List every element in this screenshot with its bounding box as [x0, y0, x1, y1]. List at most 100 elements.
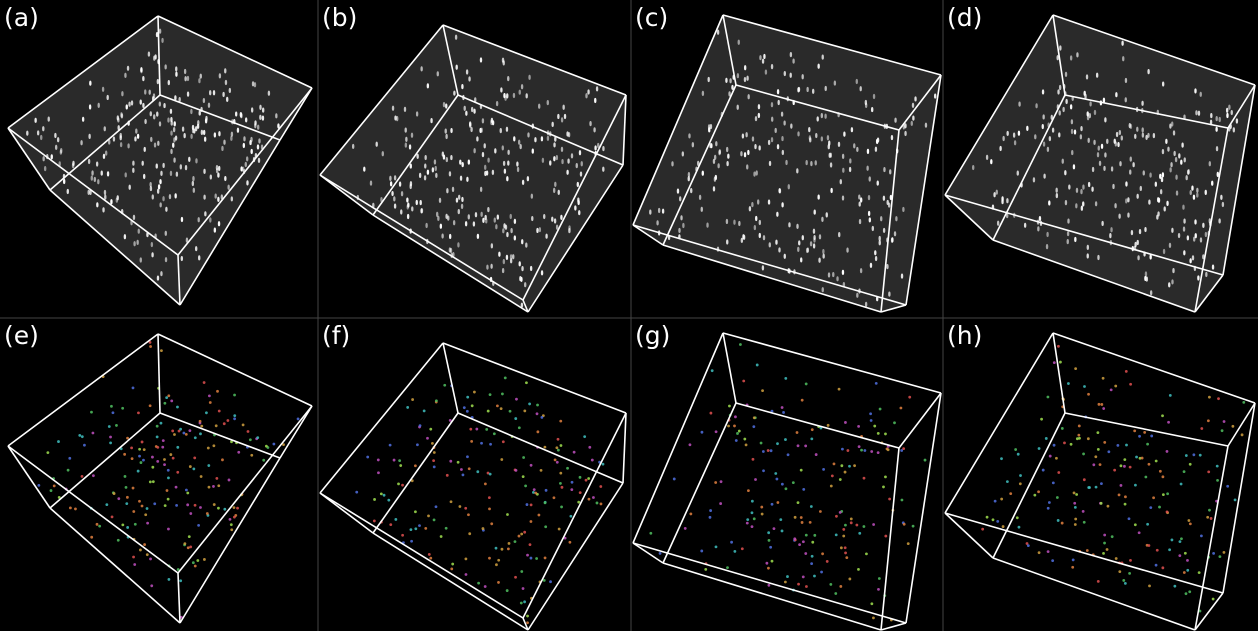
- particle: [1104, 117, 1106, 122]
- particle: [754, 225, 756, 230]
- particle: [1074, 237, 1076, 242]
- particle: [797, 247, 799, 252]
- particle: [1186, 569, 1189, 572]
- particle: [453, 91, 455, 96]
- particle: [699, 195, 701, 200]
- panel-label: (c): [635, 3, 668, 32]
- particle: [419, 424, 422, 427]
- particle: [530, 464, 533, 467]
- particle: [193, 128, 195, 133]
- particle: [405, 137, 407, 142]
- particle: [515, 398, 518, 401]
- particle: [1073, 164, 1075, 169]
- particle: [262, 108, 264, 113]
- particle: [804, 445, 807, 448]
- particle: [752, 425, 755, 428]
- particle: [104, 195, 106, 200]
- particle: [1125, 97, 1127, 102]
- particle: [37, 130, 39, 135]
- particle: [236, 507, 239, 510]
- particle: [573, 451, 576, 454]
- particle: [882, 486, 885, 489]
- particle: [458, 209, 460, 214]
- particle: [205, 411, 208, 414]
- particle: [98, 525, 101, 528]
- particle: [872, 523, 875, 526]
- particle: [431, 442, 434, 445]
- particle: [72, 161, 74, 166]
- particle: [994, 500, 997, 503]
- particle: [506, 232, 508, 237]
- particle: [822, 55, 824, 60]
- particle: [55, 145, 57, 150]
- particle: [1099, 161, 1101, 166]
- particle: [538, 104, 540, 109]
- particle: [502, 58, 504, 63]
- particle: [181, 256, 183, 261]
- particle: [1042, 114, 1044, 119]
- particle: [1134, 523, 1137, 526]
- particle: [1057, 471, 1060, 474]
- particle: [762, 59, 764, 64]
- particle: [1080, 134, 1082, 139]
- particle: [216, 165, 218, 170]
- particle: [501, 548, 504, 551]
- particle: [904, 123, 906, 128]
- particle: [702, 91, 704, 96]
- particle: [424, 155, 426, 160]
- particle: [810, 161, 812, 166]
- particle: [1042, 124, 1044, 129]
- particle: [1114, 203, 1116, 208]
- particle: [797, 444, 800, 447]
- particle: [393, 196, 395, 201]
- particle: [480, 128, 482, 133]
- particle: [204, 137, 206, 142]
- particle: [541, 416, 544, 419]
- particle: [1042, 89, 1044, 94]
- particle: [807, 247, 809, 252]
- particle: [465, 221, 467, 226]
- particle: [223, 422, 226, 425]
- particle: [1087, 253, 1089, 258]
- particle: [1150, 435, 1153, 438]
- particle: [1098, 403, 1101, 406]
- particle: [159, 101, 161, 106]
- particle: [414, 527, 417, 530]
- particle: [468, 467, 471, 470]
- particle: [1104, 152, 1106, 157]
- particle: [577, 200, 579, 205]
- particle: [817, 64, 819, 69]
- particle: [157, 79, 159, 84]
- particle: [103, 154, 105, 159]
- particle: [1042, 469, 1045, 472]
- particle: [1127, 197, 1129, 202]
- particle: [793, 537, 796, 540]
- particle: [767, 449, 770, 452]
- particle: [149, 481, 152, 484]
- particle: [471, 404, 474, 407]
- particle: [704, 568, 707, 571]
- particle: [160, 271, 162, 276]
- particle: [1110, 227, 1112, 232]
- particle: [519, 276, 521, 281]
- particle: [355, 491, 358, 494]
- particle: [106, 95, 108, 100]
- particle: [1083, 521, 1086, 524]
- particle: [870, 419, 873, 422]
- particle: [419, 200, 421, 205]
- particle: [1134, 484, 1137, 487]
- particle: [821, 136, 823, 141]
- particle: [868, 211, 870, 216]
- particle: [383, 494, 386, 497]
- particle: [247, 430, 250, 433]
- particle: [714, 481, 717, 484]
- particle: [553, 496, 556, 499]
- particle: [190, 134, 192, 139]
- particle: [868, 195, 870, 200]
- particle: [503, 161, 505, 166]
- particle: [203, 98, 205, 103]
- particle: [1129, 559, 1132, 562]
- particle: [513, 93, 515, 98]
- particle: [208, 394, 211, 397]
- particle: [134, 136, 136, 141]
